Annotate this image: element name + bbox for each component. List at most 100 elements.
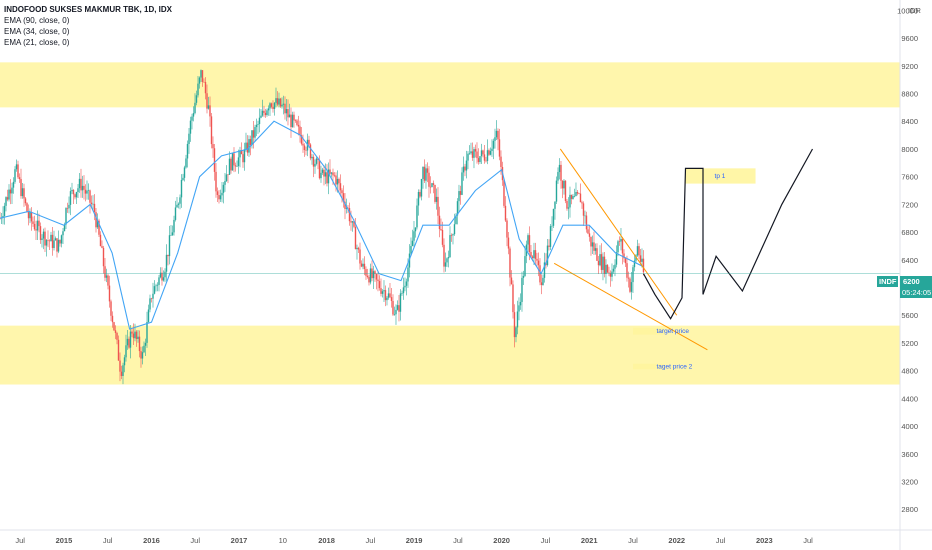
candle-body [453,224,456,235]
candle-body [258,117,261,125]
last-price-tag: INDF 6200 05:24:05 [877,276,932,298]
time-tick-label: Jul [190,536,200,545]
zone-band-0 [0,62,900,108]
candle-body [327,169,330,184]
candle-body [447,257,450,259]
projection-path[interactable] [642,148,814,320]
candle-body [257,124,259,125]
candle-body [596,248,598,261]
candle-body [149,298,151,310]
candle-body [518,305,520,312]
indicator-ema-90[interactable]: EMA (90, close, 0) [4,16,70,25]
candle-body [383,290,385,292]
candle-body [515,327,517,338]
candle-body [113,322,115,331]
time-tick-label: Jul [803,536,813,545]
candle-body [294,120,297,121]
candle-body [591,242,594,247]
candle-body [516,311,519,328]
candle-body [620,238,622,242]
candle-body [563,180,565,189]
trendline-1[interactable] [553,262,708,351]
trendline-0[interactable] [559,148,678,316]
candle-body [470,151,472,154]
projection-line[interactable] [642,148,814,320]
candle-body [269,103,271,109]
candle-body [281,104,283,107]
candle-body [221,192,223,196]
chart-title[interactable]: INDOFOOD SUKSES MAKMUR TBK, 1D, IDX [4,5,173,14]
candle-body [135,331,138,340]
candle-body [393,314,396,315]
candle-body [50,234,52,242]
candle-body [528,235,531,253]
candle-body [240,150,243,155]
candle-body [413,231,415,241]
candle-body [183,167,186,178]
candle-body [626,263,628,278]
candle-body [380,288,382,294]
candle-body [636,246,639,256]
price-tick-label: 10000 [897,6,918,15]
candle-body [24,198,27,204]
candle-body [512,284,514,313]
candle-body [590,236,592,247]
candle-body [114,330,117,333]
candle-body [102,247,105,267]
candle-body [371,268,373,279]
candle-body [422,166,424,179]
candle-body [614,264,616,269]
candle-body [83,185,85,190]
candle-body [162,277,165,281]
target-box-label: taget price 2 [656,363,692,370]
candle-body [494,137,496,141]
candle-body [561,180,564,189]
candle-body [336,178,339,185]
candle-body [216,191,219,195]
price-axis[interactable]: 10000 9600 9200 8800 8400 8000 7600 7200 6800 640… [897,6,918,514]
indicator-ema-21[interactable]: EMA (21, close, 0) [4,38,70,47]
candle-body [530,252,532,257]
candle-body [350,221,352,223]
candle-body [630,282,633,292]
candle-body [74,194,76,198]
candle-body [560,164,562,181]
candle-body [597,260,600,266]
candle-body [378,281,381,289]
candle-body [285,109,288,114]
candle-body [48,240,51,242]
candle-body [99,234,102,247]
candle-body [540,282,543,286]
candle-body [567,207,570,209]
candle-body [495,130,498,138]
time-tick-label: Jul [453,536,463,545]
candle-body [209,105,211,117]
price-tick-label: 8000 [901,145,918,154]
candle-body [608,272,610,274]
candle-body [107,275,109,286]
candle-body [68,204,70,209]
candle-body [392,300,394,315]
candle-body [143,345,145,353]
candle-body [273,102,276,109]
target-box-label: tp 1 [715,173,726,180]
candle-body [266,110,268,116]
candle-body [384,290,387,301]
candle-body [318,159,321,179]
candle-body [165,254,168,272]
price-tick-label: 8400 [901,117,918,126]
candle-body [435,196,438,202]
candle-body [150,298,153,300]
candle-body [365,269,367,276]
wedge-trendlines[interactable] [553,148,708,351]
candle-body [242,154,244,163]
candle-body [348,208,351,222]
candle-body [138,336,141,352]
candle-body [398,305,400,312]
candle-body [533,250,535,259]
time-axis[interactable]: Jul 2015 Jul 2016 Jul 2017 10 2018 Jul 2019 Jul 202… [15,536,813,545]
indicator-ema-34[interactable]: EMA (34, close, 0) [4,27,70,36]
candle-body [255,124,258,128]
candle-body [480,150,483,157]
